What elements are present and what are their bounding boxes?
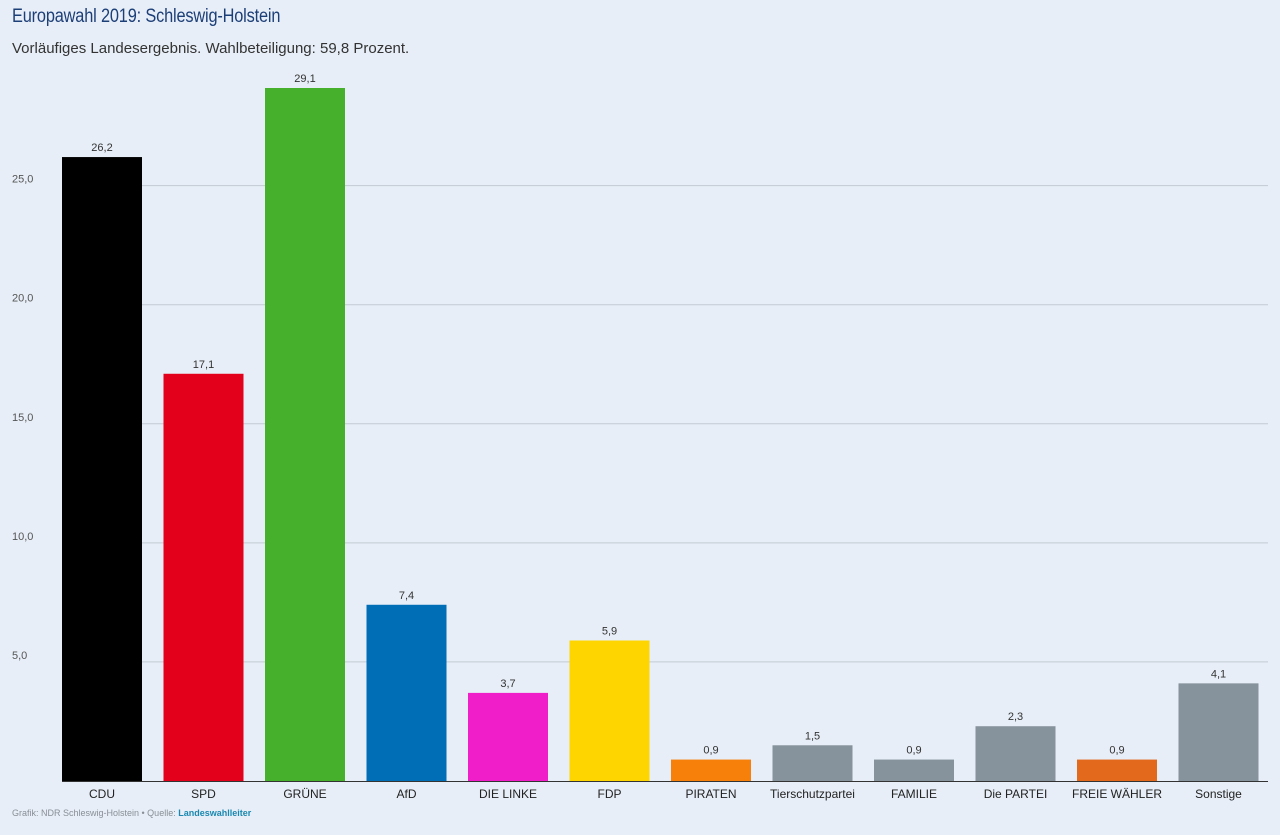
data-label: 4,1 — [1211, 668, 1226, 680]
bar-afd — [366, 604, 447, 781]
bar-grüne — [265, 88, 345, 781]
bar-familie — [874, 759, 954, 781]
data-label: 2,3 — [1008, 711, 1023, 723]
chart-title: Europawahl 2019: Schleswig-Holstein — [12, 6, 281, 27]
grid-layer: 5,0 10,0 15,0 20,0 25,0 — [12, 174, 1268, 663]
bar-spd — [163, 373, 244, 781]
data-label: 7,4 — [399, 590, 414, 602]
footer-credit: Grafik: NDR Schleswig-Holstein • Quelle: — [12, 808, 176, 818]
data-label: 5,9 — [602, 625, 617, 637]
y-tick-label: 5,0 — [12, 650, 27, 662]
x-tick-label: PIRATEN — [685, 787, 736, 801]
bar-tierschutzpartei — [772, 745, 853, 781]
x-tick-label: FDP — [598, 787, 622, 801]
bar-cdu — [62, 157, 142, 781]
y-tick-label: 10,0 — [12, 531, 33, 543]
y-tick-label: 15,0 — [12, 412, 33, 424]
x-tick-label: DIE LINKE — [479, 787, 537, 801]
y-tick-label: 25,0 — [12, 174, 33, 186]
chart-subtitle: Vorläufiges Landesergebnis. Wahlbeteilig… — [12, 40, 410, 57]
bar-piraten — [671, 759, 751, 781]
data-label: 29,1 — [294, 73, 315, 85]
x-tick-label: SPD — [191, 787, 216, 801]
x-tick-label: CDU — [89, 787, 115, 801]
x-tick-label: AfD — [396, 787, 416, 801]
bar-die-partei — [975, 726, 1056, 781]
bar-die-linke — [468, 692, 548, 781]
y-tick-label: 20,0 — [12, 293, 33, 305]
data-label: 0,9 — [906, 745, 921, 757]
data-label: 17,1 — [193, 359, 214, 371]
data-label: 0,9 — [703, 745, 718, 757]
label-layer: 26,2 CDU 17,1 SPD 29,1 GRÜNE 7,4 AfD 3,7 DIE LINK… — [89, 73, 1242, 801]
data-label: 0,9 — [1109, 745, 1124, 757]
x-tick-label: GRÜNE — [283, 787, 326, 801]
source-link[interactable]: Landeswahlleiter — [178, 808, 252, 818]
data-label: 26,2 — [91, 142, 112, 154]
footer: Grafik: NDR Schleswig-Holstein • Quelle:… — [12, 808, 251, 818]
bar-sonstige — [1178, 683, 1259, 781]
data-label: 3,7 — [500, 678, 515, 690]
bar-layer — [62, 88, 1259, 781]
x-tick-label: FREIE WÄHLER — [1072, 787, 1162, 801]
x-tick-label: Tierschutzpartei — [770, 787, 855, 801]
bar-freie-wähler — [1077, 759, 1157, 781]
data-label: 1,5 — [805, 730, 820, 742]
x-tick-label: Die PARTEI — [984, 787, 1048, 801]
bar-fdp — [569, 640, 650, 781]
x-tick-label: Sonstige — [1195, 787, 1242, 801]
x-tick-label: FAMILIE — [891, 787, 937, 801]
